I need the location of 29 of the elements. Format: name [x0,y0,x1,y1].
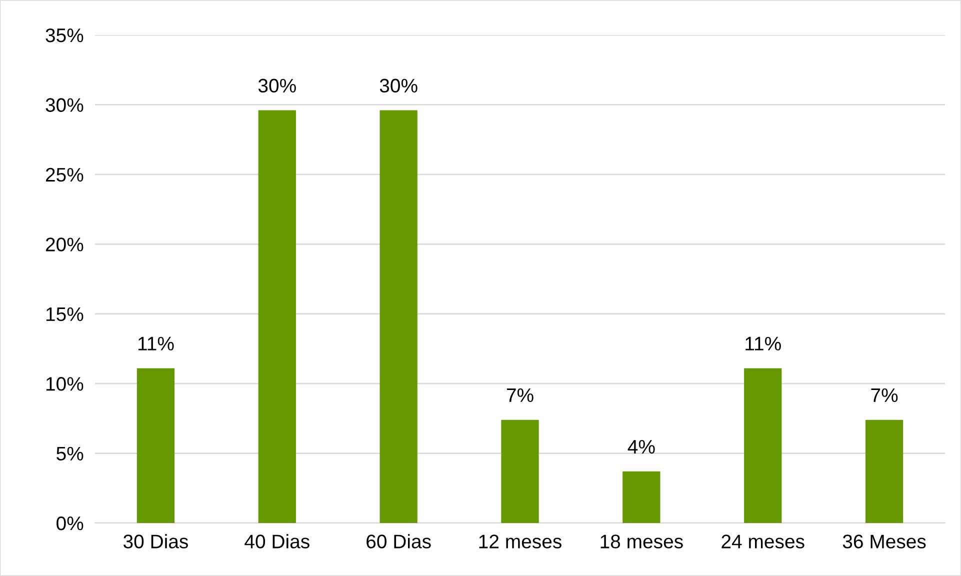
data-label: 11% [746,336,781,350]
x-tick-label: 18 meses [600,534,683,548]
x-tick-label: 40 Dias [244,534,310,548]
bar [744,368,782,523]
bar [258,110,296,523]
data-label: 4% [628,440,655,454]
y-tick-label: 10% [46,377,84,391]
y-tick-label: 25% [46,168,84,182]
y-tick-label: 0% [56,516,84,530]
data-label: 30% [258,78,296,93]
bar [380,110,418,523]
data-label: 7% [506,388,534,402]
x-tick-label: 12 meses [479,534,562,548]
bar [622,471,660,523]
x-tick-label: 24 meses [722,534,804,548]
y-tick-label: 20% [46,238,84,252]
bar [501,420,539,523]
bar [865,420,904,523]
y-tick-label: 30% [46,98,84,112]
x-tick-label: 30 Dias [123,534,188,548]
y-tick-label: 35% [46,28,84,42]
data-label: 11% [138,336,174,350]
data-label: 30% [380,78,418,93]
y-tick-label: 5% [56,446,84,461]
data-label: 7% [871,388,898,402]
y-tick-label: 15% [46,307,84,322]
bar [136,368,175,523]
x-tick-label: 36 Meses [842,534,926,548]
x-tick-label: 60 Dias [366,534,431,548]
